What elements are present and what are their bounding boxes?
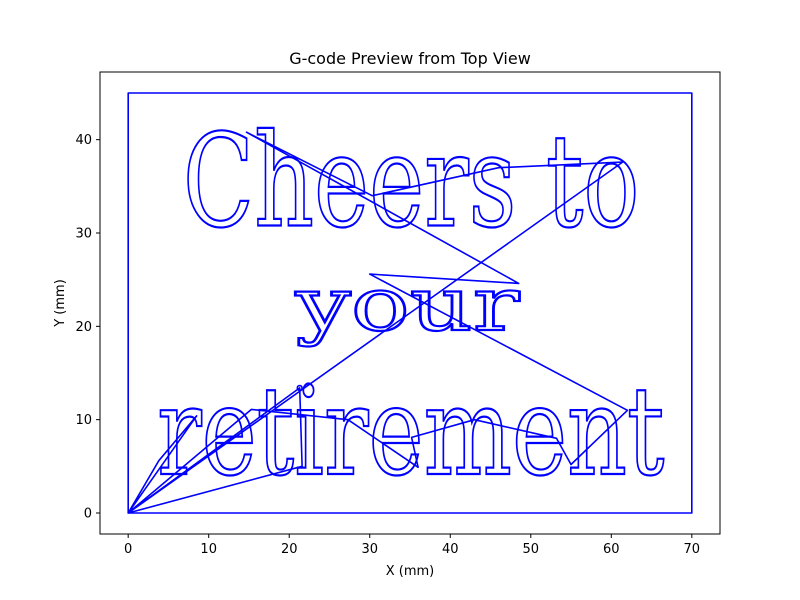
start-point-marker bbox=[296, 384, 303, 392]
y-tick-label: 40 bbox=[75, 133, 92, 148]
travel-path bbox=[127, 131, 629, 514]
border-path bbox=[127, 92, 693, 514]
x-tick-label: 20 bbox=[281, 542, 298, 557]
x-axis: 0 10 20 30 40 50 60 70 bbox=[124, 534, 700, 557]
x-tick-label: 50 bbox=[523, 542, 540, 557]
y-tick-label: 30 bbox=[75, 227, 92, 242]
gcode-text-line-1: Cheers to bbox=[183, 108, 640, 257]
x-tick-label: 10 bbox=[200, 542, 217, 557]
x-tick-label: 30 bbox=[361, 542, 378, 557]
x-axis-label: X (mm) bbox=[386, 564, 435, 579]
x-tick-label: 0 bbox=[124, 542, 132, 557]
x-tick-label: 60 bbox=[603, 542, 620, 557]
x-tick-label: 40 bbox=[442, 542, 459, 557]
gcode-text-line-3: retirement bbox=[157, 360, 664, 503]
y-tick-label: 10 bbox=[75, 413, 92, 428]
y-tick-label: 20 bbox=[75, 320, 92, 335]
y-axis-label: Y (mm) bbox=[53, 279, 68, 328]
plot-frame bbox=[99, 71, 721, 535]
x-tick-label: 70 bbox=[684, 542, 701, 557]
y-axis: 0 10 20 30 40 bbox=[75, 133, 100, 522]
chart-title: G-code Preview from Top View bbox=[289, 49, 531, 68]
y-tick-label: 0 bbox=[84, 507, 92, 522]
